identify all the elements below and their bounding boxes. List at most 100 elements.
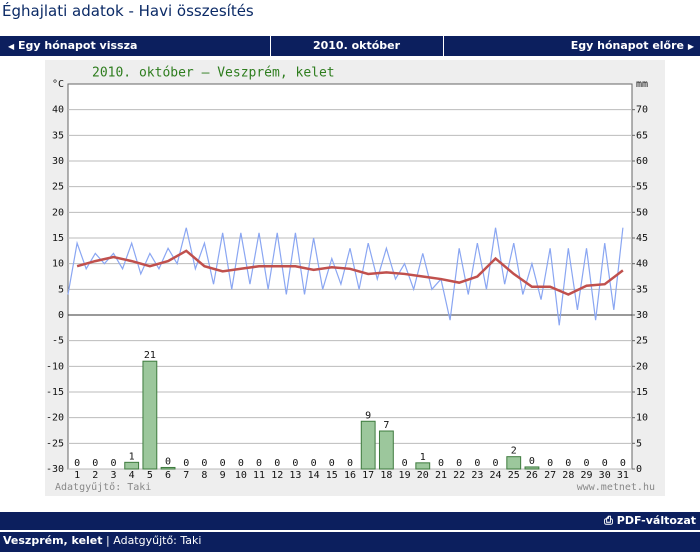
y2-tick-label: 35 xyxy=(636,284,648,295)
x-tick-label: 6 xyxy=(165,470,171,481)
bar-value-label: 0 xyxy=(402,458,408,469)
y2-tick-label: 0 xyxy=(636,464,642,475)
x-tick-label: 20 xyxy=(417,470,429,481)
y2-axis-label: mm xyxy=(636,79,648,90)
x-tick-label: 14 xyxy=(308,470,320,481)
bar-value-label: 0 xyxy=(92,458,98,469)
x-tick-label: 11 xyxy=(253,470,265,481)
x-tick-label: 1 xyxy=(74,470,80,481)
bar-value-label: 0 xyxy=(220,458,226,469)
prev-link[interactable]: ◀ Egy hónapot vissza xyxy=(8,39,138,52)
x-tick-label: 15 xyxy=(326,470,338,481)
x-tick-label: 2 xyxy=(92,470,98,481)
precip-bar xyxy=(124,461,140,470)
separator xyxy=(270,36,271,56)
bar-value-label: 0 xyxy=(201,458,207,469)
precip-bar xyxy=(524,466,540,470)
bar-value-label: 7 xyxy=(383,420,389,431)
next-text[interactable]: Egy hónapot előre xyxy=(570,39,684,52)
y-tick-label: -20 xyxy=(46,413,64,424)
collector: Adatgyűjtő: Taki xyxy=(113,534,202,547)
chart: 2010. október – Veszprém, kelet -30 -25 -2… xyxy=(45,60,665,496)
x-tick-label: 30 xyxy=(599,470,611,481)
x-tick-label: 29 xyxy=(580,470,592,481)
y2-tick-label: 30 xyxy=(636,310,648,321)
prev-text[interactable]: Egy hónapot vissza xyxy=(18,39,138,52)
bar-value-label: 0 xyxy=(274,458,280,469)
bar-value-label: 2 xyxy=(511,446,517,457)
bar-value-label: 0 xyxy=(438,458,444,469)
y-tick-label: 20 xyxy=(52,207,64,218)
y-tick-label: 40 xyxy=(52,105,64,116)
y2-tick-label: 70 xyxy=(636,105,648,116)
precip-bar xyxy=(415,462,431,470)
bar-value-label: 0 xyxy=(165,456,171,467)
y-tick-label: 30 xyxy=(52,156,64,167)
bar-value-label: 21 xyxy=(144,350,156,361)
bar-value-label: 0 xyxy=(474,458,480,469)
x-tick-label: 16 xyxy=(344,470,356,481)
bar-value-label: 0 xyxy=(565,458,571,469)
y-tick-label: 10 xyxy=(52,259,64,270)
x-tick-label: 21 xyxy=(435,470,447,481)
bar-value-label: 0 xyxy=(311,458,317,469)
annotation: www.metnet.hu xyxy=(577,482,655,493)
x-tick-label: 13 xyxy=(289,470,301,481)
footer: Veszprém, kelet | Adatgyűjtő: Taki xyxy=(0,532,700,552)
x-tick-label: 18 xyxy=(380,470,392,481)
x-tick-label: 7 xyxy=(183,470,189,481)
x-tick-label: 23 xyxy=(471,470,483,481)
y-tick-label: 0 xyxy=(58,310,64,321)
bar-value-label: 0 xyxy=(493,458,499,469)
pdf-link[interactable]: ⎙ PDF-változat xyxy=(604,514,696,527)
x-tick-label: 4 xyxy=(129,470,135,481)
bar-value-label: 0 xyxy=(529,456,535,467)
y2-tick-label: 5 xyxy=(636,438,642,449)
bar-value-label: 1 xyxy=(129,451,135,462)
next-link[interactable]: Egy hónapot előre ▶ xyxy=(570,39,694,52)
y2-tick-label: 55 xyxy=(636,182,648,193)
bar-value-label: 0 xyxy=(602,458,608,469)
precip-bar xyxy=(160,466,176,470)
y2-tick-label: 50 xyxy=(636,207,648,218)
bar-value-label: 9 xyxy=(365,410,371,421)
x-tick-label: 10 xyxy=(235,470,247,481)
bar-value-label: 0 xyxy=(183,458,189,469)
x-tick-label: 5 xyxy=(147,470,153,481)
y-tick-label: 5 xyxy=(58,284,64,295)
separator xyxy=(443,36,444,56)
bar-value-label: 0 xyxy=(292,458,298,469)
precip-bar xyxy=(378,430,394,470)
x-tick-label: 24 xyxy=(490,470,502,481)
x-tick-label: 27 xyxy=(544,470,556,481)
x-tick-label: 31 xyxy=(617,470,629,481)
bar-value-label: 0 xyxy=(456,458,462,469)
bar-value-label: 0 xyxy=(110,458,116,469)
x-tick-label: 19 xyxy=(399,470,411,481)
separator: | xyxy=(106,534,110,547)
y-tick-label: 25 xyxy=(52,182,64,193)
bar-value-label: 0 xyxy=(547,458,553,469)
y2-tick-label: 40 xyxy=(636,259,648,270)
y-tick-label: 35 xyxy=(52,130,64,141)
y-tick-label: -25 xyxy=(46,438,64,449)
bar-value-label: 0 xyxy=(238,458,244,469)
y-tick-label: -5 xyxy=(52,336,64,347)
x-tick-label: 3 xyxy=(110,470,116,481)
x-tick-label: 17 xyxy=(362,470,374,481)
y2-tick-label: 15 xyxy=(636,387,648,398)
y2-tick-label: 25 xyxy=(636,336,648,347)
bar-value-label: 0 xyxy=(620,458,626,469)
y2-tick-label: 20 xyxy=(636,361,648,372)
bar-value-label: 0 xyxy=(329,458,335,469)
station: Veszprém, kelet xyxy=(3,534,103,547)
x-tick-label: 12 xyxy=(271,470,283,481)
bar-value-label: 0 xyxy=(74,458,80,469)
y-tick-label: -30 xyxy=(46,464,64,475)
x-tick-label: 9 xyxy=(220,470,226,481)
y-tick-label: 15 xyxy=(52,233,64,244)
chart-title: 2010. október – Veszprém, kelet xyxy=(92,66,335,81)
bar-value-label: 0 xyxy=(584,458,590,469)
pdf-text[interactable]: PDF-változat xyxy=(616,514,696,527)
y2-tick-label: 65 xyxy=(636,130,648,141)
